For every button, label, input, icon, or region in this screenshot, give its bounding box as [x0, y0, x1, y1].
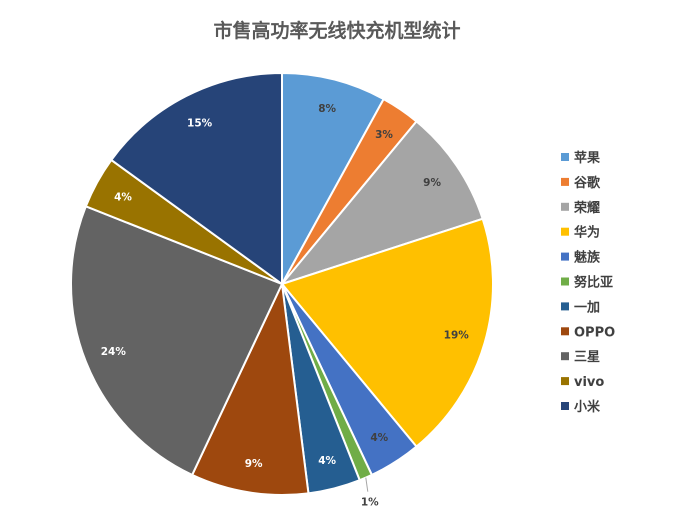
legend-swatch-10 — [561, 377, 569, 386]
data-label-3: 9% — [423, 177, 441, 189]
data-label-7: 4% — [318, 455, 336, 467]
legend-swatch-6 — [561, 277, 569, 286]
pie-data-labels: 8% 3% 9% 19% 4% 1% 4% 9% 24% 4% 15% — [101, 103, 470, 508]
legend-swatch-5 — [561, 252, 569, 261]
legend-label-5: 魅族 — [574, 250, 601, 266]
legend-label-10: vivo — [574, 375, 604, 390]
legend-swatch-4 — [561, 227, 569, 236]
pie-slice-8 — [190, 280, 310, 496]
pie-slice-3 — [279, 120, 484, 287]
pie-slices — [70, 71, 494, 496]
legend-swatch-1 — [561, 153, 569, 161]
data-label-1: 8% — [318, 103, 336, 115]
leader-line-6 — [365, 477, 369, 492]
data-label-4: 19% — [444, 330, 470, 342]
data-label-2: 3% — [375, 129, 393, 141]
legend-swatch-9 — [561, 352, 569, 361]
data-label-9: 24% — [101, 346, 127, 358]
data-label-11: 15% — [187, 117, 213, 129]
pie-slice-9 — [70, 205, 284, 477]
data-label-10: 4% — [114, 192, 132, 204]
legend-label-7: 一加 — [574, 300, 600, 315]
legend-label-3: 荣耀 — [573, 200, 600, 216]
data-label-6: 1% — [361, 497, 379, 509]
data-label-5: 4% — [370, 432, 388, 444]
legend-label-4: 华为 — [574, 225, 600, 241]
pie-slice-4 — [280, 217, 494, 448]
legend-label-8: OPPO — [574, 325, 615, 340]
legend-label-11: 小米 — [574, 399, 601, 415]
chart-title: 市售高功率无线快充机型统计 — [213, 19, 460, 42]
legend-label-1: 苹果 — [574, 150, 600, 166]
legend-swatch-2 — [561, 177, 569, 186]
pie-slice-1 — [281, 71, 386, 285]
legend-label-2: 谷歌 — [574, 175, 601, 191]
legend-label-9: 三星 — [574, 350, 600, 365]
legend-swatch-7 — [561, 302, 569, 311]
pie-slice-11 — [109, 71, 283, 286]
data-label-8: 9% — [245, 458, 263, 470]
legend-label-6: 努比亚 — [574, 275, 613, 291]
legend-swatch-11 — [561, 402, 569, 410]
legend-swatch-3 — [561, 202, 569, 211]
legend-swatch-8 — [561, 327, 569, 336]
